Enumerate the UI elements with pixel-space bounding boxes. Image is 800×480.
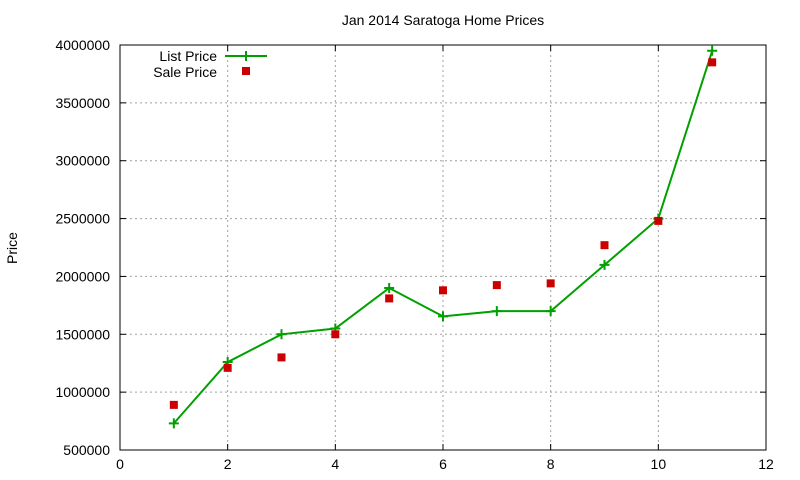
list-price-point (168, 418, 179, 429)
sale-price-point (385, 294, 394, 303)
legend-marker-sale-price (242, 67, 250, 75)
list-price-point (384, 283, 395, 293)
y-tick-label: 2500000 (55, 211, 110, 227)
list-price-point (491, 306, 502, 317)
y-tick-label: 1000000 (55, 384, 110, 400)
sale-price-point (600, 241, 609, 250)
list-price-point (438, 311, 448, 322)
axis-ticks: 0 2 4 6 8 10 12 500000 1000000 1500000 2000000 2500… (55, 37, 774, 472)
x-tick-label: 6 (439, 456, 447, 472)
grid (120, 45, 766, 450)
y-tick-label: 4000000 (55, 37, 110, 53)
legend-marker-list-price (241, 51, 251, 61)
y-tick-label: 2000000 (55, 268, 110, 284)
sale-price-point (331, 330, 340, 339)
series (168, 45, 718, 429)
list-price-point (276, 329, 287, 340)
sale-price-point (492, 281, 501, 290)
sale-price-point (546, 279, 555, 288)
y-tick-label: 3000000 (55, 153, 110, 169)
legend-label-list-price: List Price (159, 48, 217, 64)
sale-price-point (439, 286, 447, 295)
sale-price-point (654, 216, 663, 225)
y-tick-label: 500000 (63, 442, 110, 458)
x-tick-label: 10 (651, 456, 667, 472)
x-tick-label: 8 (547, 456, 555, 472)
list-price-point (599, 259, 610, 270)
list-price-point (545, 306, 556, 317)
x-tick-label: 4 (331, 456, 339, 472)
legend-label-sale-price: Sale Price (153, 64, 217, 80)
x-tick-label: 2 (224, 456, 232, 472)
y-axis-label: Price (4, 232, 20, 264)
sale-price-point (277, 353, 286, 362)
y-tick-label: 1500000 (55, 326, 110, 342)
sale-price-point (169, 400, 178, 409)
sale-price-point (708, 58, 717, 67)
legend: List Price Sale Price (153, 48, 267, 80)
y-tick-label: 3500000 (55, 95, 110, 111)
x-tick-label: 12 (758, 456, 774, 472)
x-tick-label: 0 (116, 456, 124, 472)
series-1 (169, 58, 717, 409)
sale-price-point (223, 363, 232, 372)
chart-title: Jan 2014 Saratoga Home Prices (342, 12, 544, 28)
list-price-point (707, 45, 718, 56)
